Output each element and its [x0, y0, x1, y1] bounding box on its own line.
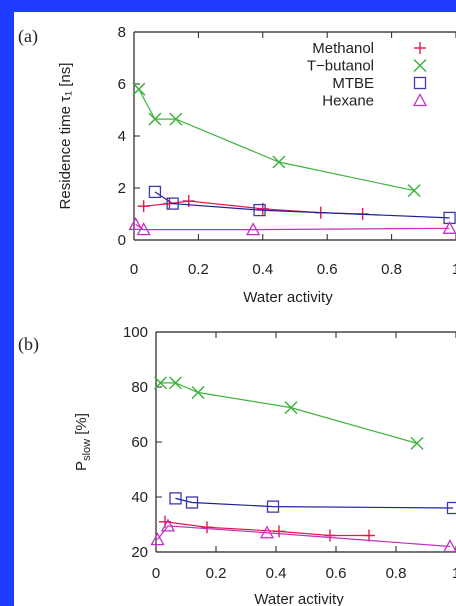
- series-hexane: [128, 217, 456, 236]
- series-line: [175, 497, 454, 509]
- data-point: [442, 220, 456, 234]
- data-point: [128, 217, 143, 231]
- data-point: [272, 155, 286, 169]
- legend-marker: [413, 58, 427, 73]
- x-tick-label: 0: [130, 261, 138, 278]
- y-tick-label: 40: [131, 489, 148, 506]
- x-tick-label: 0.8: [386, 565, 407, 582]
- series-mtbe: [148, 185, 456, 225]
- x-tick-label: 0.6: [326, 565, 347, 582]
- y-tick-label: 2: [118, 180, 126, 197]
- data-point: [324, 529, 336, 542]
- data-point: [169, 492, 182, 505]
- x-tick-label: 1: [452, 261, 456, 278]
- data-point: [363, 529, 375, 542]
- chart-panel-b: (b) 0 0.2 0.4 0.6 0.8 1 20 40 60 80 100 Water activi…: [18, 324, 456, 606]
- legend-marker: [412, 93, 428, 107]
- panel-label: (b): [18, 334, 39, 355]
- series-t-butanol: [132, 82, 421, 198]
- y-axis-label: Residence time τ₁ [ns]: [57, 63, 74, 210]
- data-point: [168, 376, 183, 390]
- legend-marker: [413, 76, 427, 90]
- data-point: [284, 401, 298, 415]
- y-tick-label: 100: [123, 324, 148, 341]
- data-point: [407, 184, 421, 198]
- series-line: [157, 525, 451, 548]
- data-point: [201, 521, 213, 534]
- data-point: [410, 436, 424, 450]
- series-t-butanol: [153, 376, 424, 450]
- x-tick-label: 0: [152, 565, 160, 582]
- data-point: [273, 525, 285, 538]
- series-methanol: [159, 515, 375, 542]
- data-point: [185, 496, 199, 509]
- x-tick-label: 0.8: [381, 261, 402, 278]
- y-tick-label: 0: [118, 232, 126, 249]
- y-tick-label: 4: [118, 128, 126, 145]
- y-axis-label: Pslow [%]: [73, 413, 93, 471]
- x-tick-label: 0.4: [266, 565, 287, 582]
- x-axis-label: Water activity: [243, 289, 333, 306]
- series-hexane: [150, 518, 456, 553]
- data-point: [150, 532, 165, 546]
- data-point: [169, 112, 183, 126]
- legend-marker: [414, 42, 426, 54]
- legend-label: MTBE: [332, 75, 374, 92]
- data-point: [442, 539, 456, 553]
- chart-panel-a: (a) 0 0.2 0.4 0.6 0.8 1 0 2 4 6 8 Water activity Resi…: [18, 24, 456, 306]
- data-point: [446, 501, 456, 515]
- panel-label: (a): [18, 26, 38, 47]
- y-tick-label: 80: [131, 379, 148, 396]
- y-tick-label: 6: [118, 76, 126, 93]
- x-tick-label: 0.6: [317, 261, 338, 278]
- series-line: [135, 223, 450, 231]
- figure-canvas: (a) 0 0.2 0.4 0.6 0.8 1 0 2 4 6 8 Water activity Resi…: [14, 12, 456, 606]
- data-point: [191, 385, 205, 400]
- data-point: [148, 112, 162, 126]
- series-line: [143, 200, 363, 215]
- data-point: [160, 518, 176, 532]
- y-tick-label: 60: [131, 434, 148, 451]
- series-line: [164, 521, 369, 537]
- data-point: [246, 222, 261, 236]
- y-tick-label: 20: [131, 544, 148, 561]
- data-point: [166, 197, 179, 210]
- data-point: [136, 222, 151, 236]
- data-point: [259, 525, 275, 539]
- x-tick-label: 1: [452, 565, 456, 582]
- legend-label: Hexane: [322, 93, 374, 110]
- x-tick-label: 0.2: [188, 261, 209, 278]
- data-point: [153, 376, 168, 390]
- data-point: [137, 200, 150, 213]
- x-axis-label: Water activity: [254, 591, 344, 606]
- legend-label: Methanol: [312, 40, 374, 57]
- data-point: [266, 500, 280, 513]
- data-point: [132, 82, 146, 96]
- legend-label: T−butanol: [307, 58, 374, 75]
- x-tick-label: 0.2: [206, 565, 227, 582]
- x-tick-label: 0.4: [252, 261, 273, 278]
- series-mtbe: [169, 492, 456, 515]
- data-point: [148, 185, 162, 199]
- data-point: [253, 203, 266, 217]
- y-tick-label: 8: [118, 24, 126, 41]
- chart-svg: (a) 0 0.2 0.4 0.6 0.8 1 0 2 4 6 8 Water activity Resi…: [18, 24, 456, 606]
- series-line: [154, 191, 450, 219]
